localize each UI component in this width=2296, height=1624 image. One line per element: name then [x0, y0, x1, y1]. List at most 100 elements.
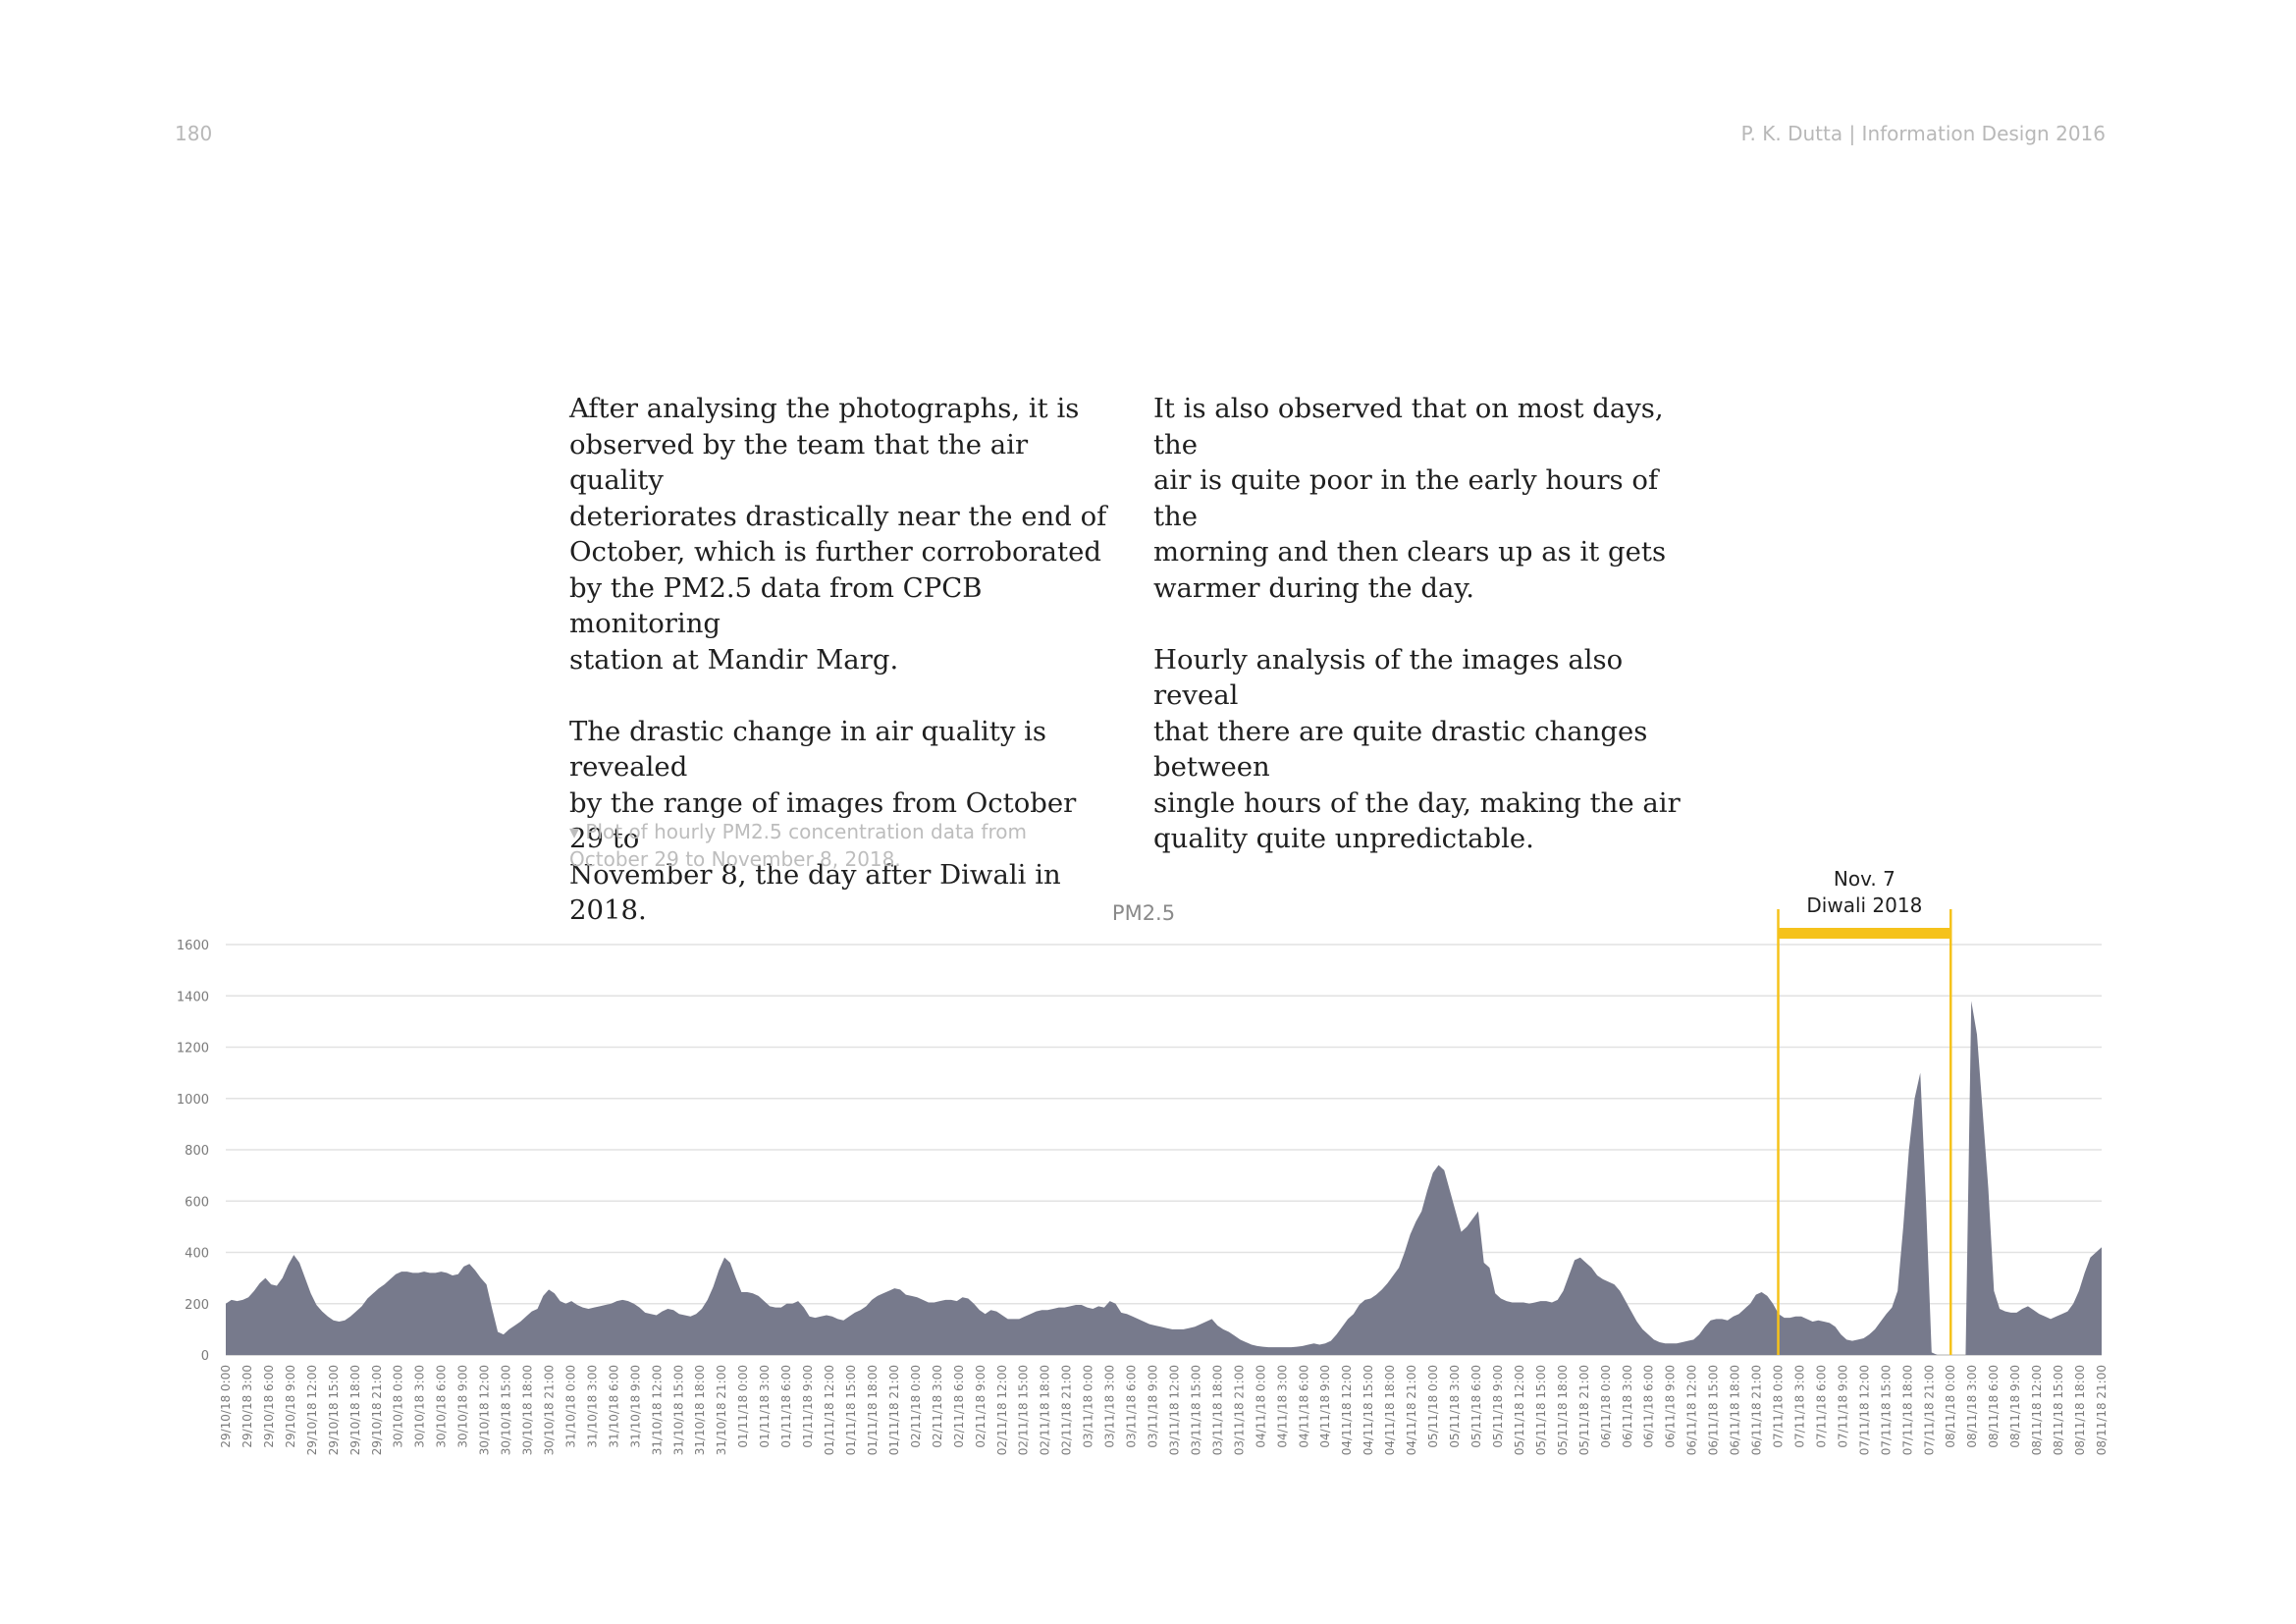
- x-tick-label: 31/10/18 15:00: [671, 1365, 685, 1455]
- y-tick-label: 1200: [177, 1042, 209, 1056]
- x-tick-label: 01/11/18 15:00: [844, 1365, 858, 1455]
- chart-title: PM2.5: [1112, 901, 1175, 925]
- y-tick-label: 1400: [177, 990, 209, 1004]
- x-tick-label: 03/11/18 21:00: [1232, 1365, 1246, 1455]
- x-tick-label: 06/11/18 9:00: [1664, 1365, 1678, 1448]
- annotation-date-label: Nov. 7: [1834, 867, 1896, 891]
- x-tick-label: 02/11/18 6:00: [952, 1365, 966, 1448]
- x-tick-label: 04/11/18 3:00: [1275, 1365, 1289, 1448]
- x-tick-label: 30/10/18 6:00: [435, 1365, 449, 1448]
- y-tick-label: 400: [185, 1247, 209, 1262]
- x-tick-label: 04/11/18 15:00: [1362, 1365, 1375, 1455]
- x-tick-label: 02/11/18 3:00: [931, 1365, 944, 1448]
- x-tick-label: 03/11/18 9:00: [1147, 1365, 1160, 1448]
- x-tick-label: 31/10/18 6:00: [607, 1365, 620, 1448]
- x-tick-label: 08/11/18 9:00: [2008, 1365, 2022, 1448]
- x-tick-label: 31/10/18 21:00: [715, 1365, 728, 1455]
- x-tick-label: 01/11/18 21:00: [887, 1365, 901, 1455]
- x-tick-label: 06/11/18 12:00: [1685, 1365, 1699, 1455]
- x-tick-label: 07/11/18 9:00: [1836, 1365, 1849, 1448]
- x-tick-label: 07/11/18 15:00: [1879, 1365, 1893, 1455]
- x-tick-label: 30/10/18 15:00: [500, 1365, 513, 1455]
- x-tick-label: 29/10/18 9:00: [284, 1365, 297, 1448]
- x-tick-label: 07/11/18 12:00: [1857, 1365, 1871, 1455]
- body-text-column-1: After analysing the photographs, it is o…: [569, 393, 1107, 926]
- x-tick-label: 29/10/18 18:00: [348, 1365, 362, 1455]
- x-tick-label: 03/11/18 12:00: [1168, 1365, 1182, 1455]
- x-tick-label: 01/11/18 12:00: [823, 1365, 836, 1455]
- x-tick-label: 03/11/18 6:00: [1125, 1365, 1139, 1448]
- x-tick-label: 04/11/18 0:00: [1254, 1365, 1267, 1448]
- figure-caption: ▾ Plot of hourly PM2.5 concentration dat…: [569, 820, 1027, 871]
- y-tick-label: 0: [201, 1349, 209, 1364]
- x-tick-label: 02/11/18 21:00: [1060, 1365, 1074, 1455]
- pm25-series-area: [226, 1001, 2102, 1355]
- x-axis-tick-labels: 29/10/18 0:00 29/10/18 3:00 29/10/18 6:00 2…: [219, 1365, 2109, 1455]
- running-head: P. K. Dutta | Information Design 2016: [1740, 122, 2106, 145]
- x-tick-label: 07/11/18 18:00: [1900, 1365, 1914, 1455]
- x-tick-label: 30/10/18 3:00: [413, 1365, 427, 1448]
- highlight-bar: [1778, 928, 1951, 939]
- x-tick-label: 02/11/18 15:00: [1017, 1365, 1031, 1455]
- x-tick-label: 06/11/18 0:00: [1599, 1365, 1613, 1448]
- x-tick-label: 02/11/18 18:00: [1039, 1365, 1052, 1455]
- x-tick-label: 08/11/18 3:00: [1965, 1365, 1979, 1448]
- x-tick-label: 05/11/18 15:00: [1534, 1365, 1548, 1455]
- x-tick-label: 31/10/18 9:00: [628, 1365, 642, 1448]
- x-tick-label: 08/11/18 18:00: [2073, 1365, 2087, 1455]
- x-tick-label: 30/10/18 21:00: [543, 1365, 557, 1455]
- x-tick-label: 31/10/18 0:00: [563, 1365, 577, 1448]
- x-tick-label: 04/11/18 12:00: [1340, 1365, 1354, 1455]
- x-tick-label: 30/10/18 12:00: [478, 1365, 492, 1455]
- x-tick-label: 31/10/18 3:00: [585, 1365, 599, 1448]
- x-tick-label: 06/11/18 21:00: [1750, 1365, 1764, 1455]
- y-tick-label: 1000: [177, 1093, 209, 1108]
- x-tick-label: 07/11/18 0:00: [1772, 1365, 1786, 1448]
- x-tick-label: 02/11/18 12:00: [995, 1365, 1009, 1455]
- x-tick-label: 05/11/18 0:00: [1426, 1365, 1440, 1448]
- x-tick-label: 29/10/18 21:00: [370, 1365, 384, 1455]
- x-tick-label: 08/11/18 0:00: [1944, 1365, 1957, 1448]
- x-tick-label: 03/11/18 15:00: [1189, 1365, 1202, 1455]
- x-tick-label: 01/11/18 9:00: [801, 1365, 815, 1448]
- x-tick-label: 03/11/18 18:00: [1210, 1365, 1224, 1455]
- x-tick-label: 29/10/18 3:00: [240, 1365, 254, 1448]
- x-tick-label: 07/11/18 21:00: [1922, 1365, 1936, 1455]
- x-tick-label: 06/11/18 18:00: [1729, 1365, 1742, 1455]
- x-tick-label: 05/11/18 18:00: [1556, 1365, 1570, 1455]
- x-tick-label: 03/11/18 0:00: [1082, 1365, 1095, 1448]
- page-number: 180: [175, 122, 213, 145]
- x-tick-label: 06/11/18 6:00: [1642, 1365, 1656, 1448]
- x-tick-label: 03/11/18 3:00: [1103, 1365, 1117, 1448]
- x-tick-label: 05/11/18 3:00: [1448, 1365, 1462, 1448]
- x-tick-label: 31/10/18 12:00: [650, 1365, 664, 1455]
- body-text-column-2: It is also observed that on most days, t…: [1153, 393, 1681, 854]
- x-tick-label: 29/10/18 0:00: [219, 1365, 233, 1448]
- x-tick-label: 01/11/18 0:00: [736, 1365, 750, 1448]
- x-tick-label: 08/11/18 6:00: [1987, 1365, 2001, 1448]
- x-tick-label: 04/11/18 6:00: [1297, 1365, 1310, 1448]
- x-tick-label: 01/11/18 18:00: [866, 1365, 880, 1455]
- x-tick-label: 07/11/18 3:00: [1793, 1365, 1807, 1448]
- x-tick-label: 29/10/18 12:00: [305, 1365, 319, 1455]
- y-tick-label: 200: [185, 1298, 209, 1313]
- x-tick-label: 02/11/18 0:00: [909, 1365, 923, 1448]
- x-tick-label: 04/11/18 9:00: [1318, 1365, 1332, 1448]
- x-tick-label: 05/11/18 12:00: [1513, 1365, 1526, 1455]
- x-tick-label: 06/11/18 15:00: [1707, 1365, 1721, 1455]
- x-tick-label: 30/10/18 0:00: [392, 1365, 405, 1448]
- x-tick-label: 29/10/18 6:00: [262, 1365, 276, 1448]
- y-tick-label: 800: [185, 1144, 209, 1159]
- y-axis-tick-labels: 0 200 400 600 800 1000 1200 1400 1600: [177, 939, 209, 1364]
- x-tick-label: 08/11/18 21:00: [2095, 1365, 2109, 1455]
- x-tick-label: 07/11/18 6:00: [1814, 1365, 1828, 1448]
- x-tick-label: 30/10/18 9:00: [456, 1365, 470, 1448]
- y-tick-label: 1600: [177, 939, 209, 953]
- x-tick-label: 04/11/18 18:00: [1383, 1365, 1397, 1455]
- x-tick-label: 04/11/18 21:00: [1405, 1365, 1418, 1455]
- grid-lines: [226, 944, 2102, 1356]
- x-tick-label: 05/11/18 21:00: [1577, 1365, 1591, 1455]
- x-tick-label: 30/10/18 18:00: [521, 1365, 535, 1455]
